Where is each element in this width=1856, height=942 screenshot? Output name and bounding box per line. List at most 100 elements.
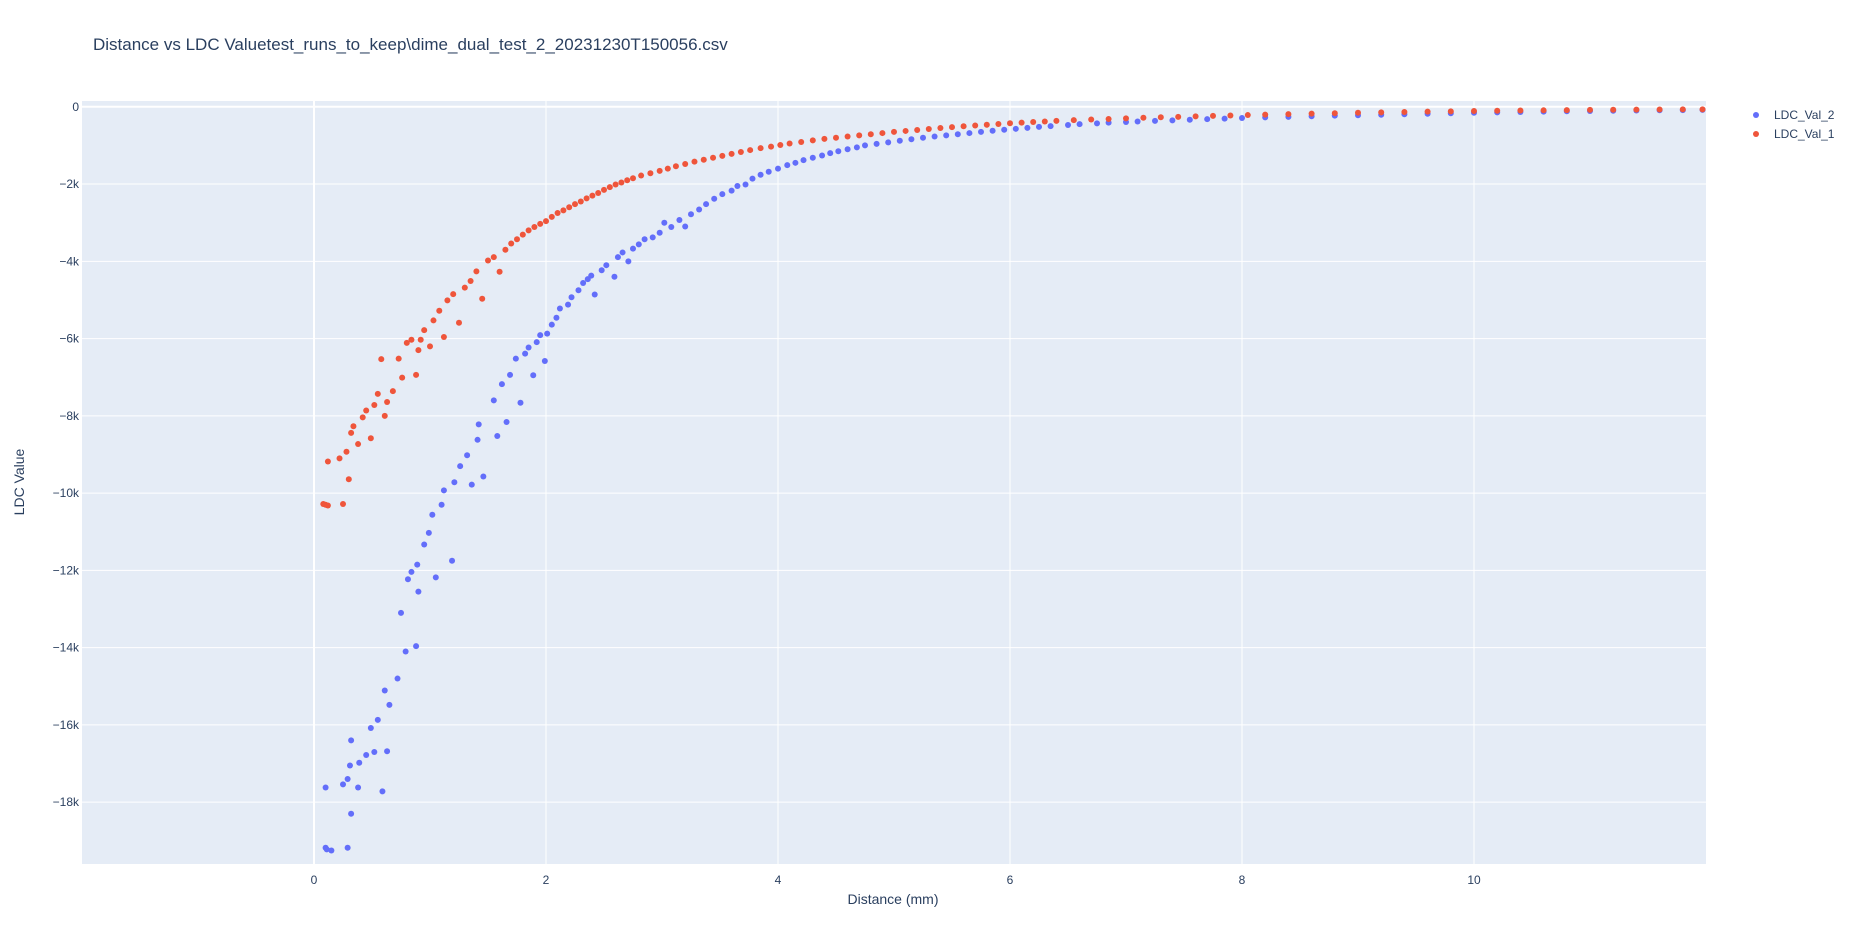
data-point (537, 332, 544, 339)
data-point (598, 267, 605, 274)
data-point (972, 122, 979, 129)
data-point (343, 448, 350, 455)
data-point (522, 350, 529, 357)
y-tick-label: −2k (59, 177, 80, 191)
data-point (430, 317, 437, 324)
data-point (451, 479, 458, 486)
data-point (676, 216, 683, 223)
data-point (983, 121, 990, 128)
data-point (565, 301, 572, 308)
data-point (1094, 120, 1100, 127)
data-point (514, 236, 520, 243)
data-point (819, 152, 826, 159)
data-point (490, 254, 497, 261)
data-point (1001, 126, 1008, 133)
data-point (328, 847, 335, 854)
data-point (612, 181, 619, 188)
legend-label: LDC_Val_2 (1774, 108, 1835, 122)
data-point (879, 130, 886, 137)
data-point (691, 158, 698, 165)
data-point (682, 160, 689, 167)
data-point (624, 177, 631, 184)
data-point (719, 191, 726, 198)
data-point (775, 165, 781, 172)
data-point (384, 748, 391, 755)
data-point (1070, 117, 1077, 124)
data-point (1239, 114, 1245, 121)
data-point (438, 501, 445, 508)
data-point (1140, 114, 1147, 121)
data-point (800, 157, 807, 164)
data-point (363, 407, 370, 414)
data-point (614, 254, 621, 261)
data-point (1699, 106, 1706, 113)
data-point (978, 128, 984, 135)
data-point (792, 159, 799, 166)
data-point (402, 648, 409, 655)
data-point (344, 844, 351, 851)
data-point (1447, 108, 1454, 115)
data-point (575, 287, 582, 294)
data-point (835, 148, 842, 155)
data-point (1088, 116, 1095, 123)
data-point (1221, 115, 1228, 122)
data-point (379, 788, 386, 795)
data-point (566, 204, 573, 211)
legend-marker (1753, 112, 1759, 118)
data-point (1308, 110, 1315, 117)
data-point (348, 810, 355, 817)
data-point (440, 334, 447, 341)
grid-lines (82, 101, 1706, 864)
data-point (777, 142, 784, 149)
data-point (902, 127, 909, 134)
data-point (408, 336, 415, 343)
data-point (798, 138, 805, 145)
data-point (568, 294, 575, 301)
data-point (989, 127, 996, 134)
data-point (1204, 116, 1211, 123)
data-point (421, 541, 428, 548)
data-point (656, 229, 663, 236)
data-point (414, 561, 421, 568)
data-point (450, 291, 457, 298)
data-point (1169, 117, 1176, 124)
x-tick-label: 6 (1007, 873, 1014, 887)
y-axis-ticks: 0 −2k −4k −6k −8k −10k −12k −14k −16k −18k (53, 100, 80, 809)
data-point (479, 295, 486, 302)
legend[interactable]: LDC_Val_2 LDC_Val_1 (1753, 108, 1835, 141)
data-point (348, 737, 355, 744)
data-point (1007, 120, 1013, 127)
data-point (421, 327, 428, 334)
data-point (444, 297, 451, 304)
plot-area (82, 101, 1706, 864)
data-point (1401, 109, 1408, 116)
data-point (595, 189, 602, 196)
data-point (356, 759, 363, 766)
data-point (960, 123, 967, 130)
data-point (554, 210, 561, 217)
data-point (728, 187, 735, 194)
data-point (359, 414, 366, 421)
data-point (371, 402, 378, 409)
data-point (583, 195, 590, 202)
data-point (381, 687, 388, 694)
data-point (525, 227, 532, 234)
x-tick-label: 2 (543, 873, 550, 887)
data-point (322, 784, 329, 791)
data-point (844, 133, 851, 140)
data-point (635, 241, 642, 248)
y-tick-label: −10k (53, 486, 80, 500)
legend-item[interactable]: LDC_Val_2 (1753, 108, 1835, 122)
chart-title: Distance vs LDC Valuetest_runs_to_keep\d… (93, 35, 728, 54)
data-point (548, 213, 555, 220)
data-point (427, 343, 433, 350)
data-point (490, 397, 497, 404)
data-point (336, 455, 343, 462)
data-point (384, 398, 391, 405)
data-point (891, 128, 897, 135)
x-tick-label: 8 (1239, 873, 1246, 887)
data-point (346, 762, 353, 769)
data-point (1517, 107, 1524, 114)
data-point (541, 357, 548, 364)
legend-item[interactable]: LDC_Val_1 (1753, 127, 1835, 141)
